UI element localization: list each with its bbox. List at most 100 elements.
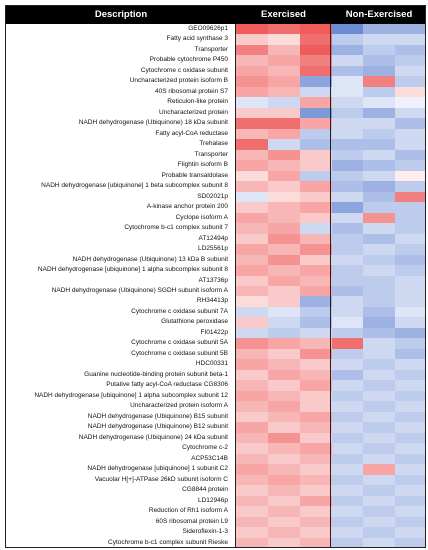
heatmap-cell (363, 537, 396, 547)
heatmap-cell (267, 306, 301, 318)
heatmap-cell (299, 390, 332, 402)
heatmap-cell (395, 464, 425, 476)
heatmap-cell (363, 317, 396, 329)
heatmap-cell (267, 537, 301, 547)
heatmap-cell (267, 44, 301, 56)
heatmap-cell (267, 390, 301, 402)
heatmap-cell (395, 223, 425, 235)
row-label: Vacuolar H[+]-ATPase 26kD subunit isofor… (94, 475, 228, 483)
heatmap-cell (267, 286, 301, 297)
heatmap-cell (236, 97, 269, 109)
heatmap-cell (299, 464, 332, 476)
heatmap-cell (331, 443, 364, 455)
heatmap-rows: GEO09626p1 Fatty acid synthase 3 Transport… (6, 24, 425, 547)
heatmap-cell (363, 128, 396, 140)
heatmap-cell (267, 265, 301, 276)
heatmap-cell (363, 254, 396, 266)
heatmap-cell (331, 191, 364, 203)
heatmap-cell (331, 380, 364, 392)
heatmap-cell (331, 306, 364, 318)
heatmap-cell (236, 107, 269, 119)
heatmap-cell (395, 401, 425, 413)
heatmap-cell (267, 97, 301, 109)
heatmap-cell (267, 401, 301, 413)
heatmap-cell (363, 212, 396, 224)
row-label: HDC00331 (195, 360, 228, 368)
row-label: SD02021p (197, 192, 228, 200)
row-label: AT13736p (198, 276, 228, 284)
heatmap-cell (363, 359, 396, 371)
heatmap-cell (395, 422, 425, 434)
heatmap-cell (363, 44, 396, 56)
heatmap-cell (331, 149, 364, 161)
heatmap-cell (363, 286, 396, 297)
row-label: Cytochrome b-c1 complex subunit Rieske (108, 538, 228, 546)
heatmap-cell (395, 212, 425, 224)
heatmap-cell (267, 128, 301, 140)
heatmap-cell (299, 76, 332, 88)
heatmap-cell (299, 149, 332, 161)
heatmap-cell (331, 296, 364, 308)
heatmap-cell (236, 432, 269, 444)
heatmap-cell (331, 317, 364, 329)
heatmap-cell (299, 422, 332, 434)
heatmap-cell (299, 359, 332, 371)
heatmap-cell (299, 453, 332, 465)
heatmap-cell (395, 34, 425, 46)
heatmap-cell (331, 537, 364, 547)
heatmap-cell (331, 369, 364, 381)
exercised-header: Exercised (261, 9, 306, 20)
heatmap-cell (395, 390, 425, 402)
heatmap-cell (331, 223, 364, 235)
heatmap-cell (395, 306, 425, 318)
heatmap-cell (236, 86, 269, 98)
heatmap-cell (236, 181, 269, 193)
heatmap-cell (363, 338, 396, 350)
heatmap-cell (363, 86, 396, 98)
heatmap-cell (299, 296, 332, 308)
row-label: Cytochrome c oxidase subunit 5A (131, 339, 228, 347)
heatmap-cell (299, 485, 332, 497)
heatmap-cell (267, 516, 301, 528)
heatmap-cell (395, 244, 425, 256)
heatmap-cell (299, 516, 332, 528)
heatmap-cell (395, 275, 425, 287)
heatmap-cell (363, 160, 396, 172)
heatmap-cell (331, 422, 364, 434)
heatmap-cell (331, 34, 364, 46)
heatmap-cell (299, 24, 332, 35)
heatmap-cell (267, 495, 301, 507)
heatmap-cell (299, 411, 332, 423)
heatmap-cell (395, 107, 425, 119)
heatmap-cell (299, 65, 332, 77)
heatmap-cell (236, 453, 269, 465)
heatmap-cell (267, 181, 301, 193)
heatmap-cell (363, 306, 396, 318)
heatmap-cell (331, 527, 364, 538)
row-label: Cytochrome c oxidase subunit (140, 66, 228, 74)
heatmap-cell (299, 474, 332, 486)
heatmap-cell (299, 97, 332, 109)
heatmap-cell (363, 474, 396, 486)
heatmap-cell (395, 97, 425, 109)
heatmap-cell (299, 107, 332, 119)
heatmap-cell (395, 170, 425, 182)
heatmap-cell (395, 443, 425, 455)
heatmap-cell (236, 34, 269, 46)
heatmap-cell (299, 212, 332, 224)
heatmap-cell (236, 65, 269, 77)
heatmap-cell (267, 65, 301, 77)
heatmap-cell (363, 76, 396, 88)
heatmap-cell (299, 128, 332, 140)
heatmap-cell (331, 170, 364, 182)
heatmap-cell (363, 506, 396, 518)
heatmap-cell (395, 348, 425, 360)
heatmap-cell (299, 223, 332, 235)
heatmap-cell (299, 244, 332, 256)
heatmap-cell (395, 527, 425, 538)
heatmap-cell (331, 24, 364, 35)
row-label: NADH dehydrogenase (Ubiquinone) SGDH sub… (51, 287, 228, 294)
row-label: AT12494p (198, 234, 228, 242)
group-divider (330, 24, 331, 547)
heatmap-cell (267, 348, 301, 360)
